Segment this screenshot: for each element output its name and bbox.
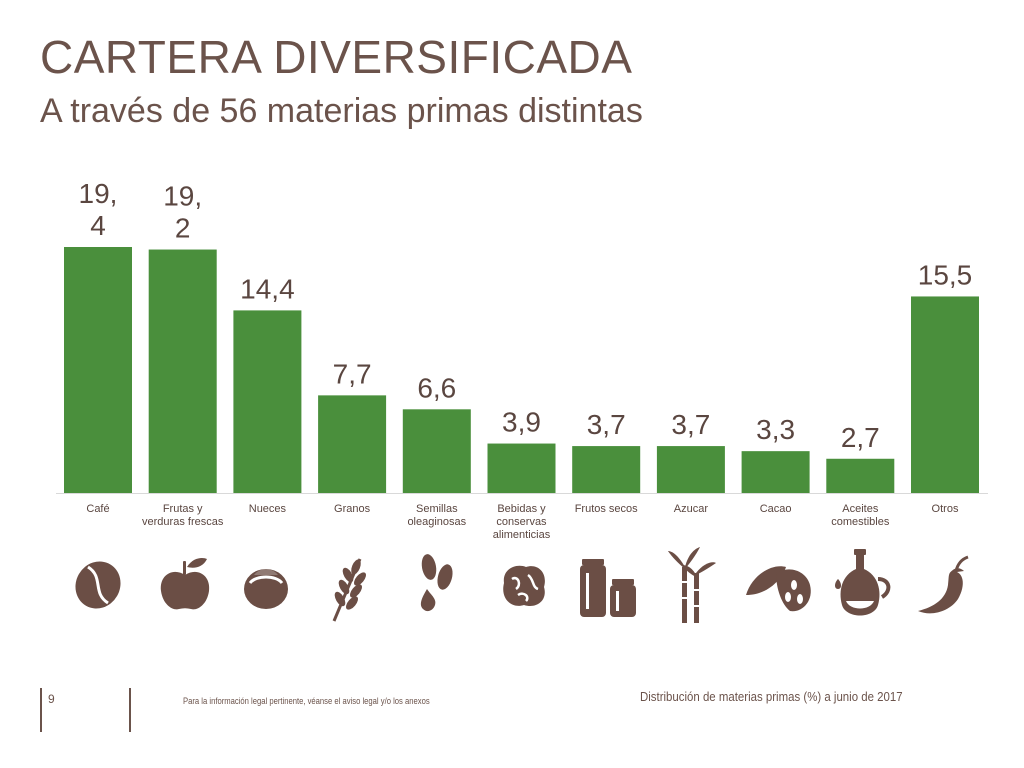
- bar-4: [402, 409, 471, 493]
- page-title: CARTERA DIVERSIFICADA: [40, 31, 633, 83]
- category-label-4: Semillas oleaginosas: [407, 503, 466, 528]
- category-label-8: Cacao: [760, 503, 792, 515]
- apple-icon: [145, 545, 225, 625]
- chart-caption: Distribución de materias primas (%) a ju…: [640, 689, 903, 704]
- page-number: 9: [48, 692, 55, 706]
- walnut-icon: [484, 545, 564, 625]
- seeds-oil-drop-icon: [397, 545, 477, 625]
- bar-2: [233, 310, 302, 493]
- category-label-2: Nueces: [249, 503, 287, 515]
- category-label-0: Café: [86, 503, 109, 515]
- category-label-5: Bebidas y conservas alimenticias: [493, 503, 551, 541]
- data-label-9: 2,7: [841, 422, 880, 453]
- data-label-5: 3,9: [502, 407, 541, 438]
- bar-10: [911, 296, 979, 493]
- category-label-3: Granos: [334, 503, 371, 515]
- footer-divider-right: [129, 688, 131, 732]
- bar-5: [487, 443, 556, 493]
- data-label-7: 3,7: [671, 409, 710, 440]
- footer-divider-left: [40, 688, 42, 732]
- page-subtitle: A través de 56 materias primas distintas: [40, 92, 643, 130]
- bar-chart: 19, 4 Café 19, 2 Frutas y verduras frescas 14,4…: [56, 178, 988, 541]
- category-label-6: Frutos secos: [575, 503, 638, 515]
- jars-icon: [568, 545, 648, 625]
- hazelnut-icon: [226, 545, 306, 625]
- coffee-bean-icon: [58, 545, 138, 625]
- category-label-9: Aceites comestibles: [831, 503, 890, 528]
- category-label-1: Frutas y verduras frescas: [142, 503, 224, 528]
- data-label-0: 19, 4: [79, 178, 118, 241]
- bar-0: [64, 247, 132, 493]
- category-label-7: Azucar: [674, 503, 709, 515]
- wheat-icon: [312, 545, 392, 625]
- commodity-icons-row: [0, 545, 1024, 630]
- data-label-4: 6,6: [417, 372, 456, 403]
- bar-1: [148, 249, 217, 493]
- bar-7: [656, 446, 725, 493]
- data-label-10: 15,5: [918, 259, 973, 290]
- bar-6: [572, 446, 641, 493]
- data-label-3: 7,7: [333, 358, 372, 389]
- data-label-8: 3,3: [756, 414, 795, 445]
- data-label-2: 14,4: [240, 273, 295, 304]
- bar-9: [826, 458, 895, 493]
- data-label-1: 19, 2: [163, 181, 202, 244]
- legal-note: Para la información legal pertinente, vé…: [183, 696, 430, 706]
- chili-pepper-icon: [906, 545, 986, 625]
- cacao-pod-icon: [738, 545, 818, 625]
- bar-8: [741, 451, 810, 493]
- data-label-6: 3,7: [587, 409, 626, 440]
- category-label-10: Otros: [932, 503, 959, 515]
- bar-3: [318, 395, 387, 493]
- oil-bottle-icon: [820, 545, 900, 625]
- sugarcane-icon: [652, 545, 732, 625]
